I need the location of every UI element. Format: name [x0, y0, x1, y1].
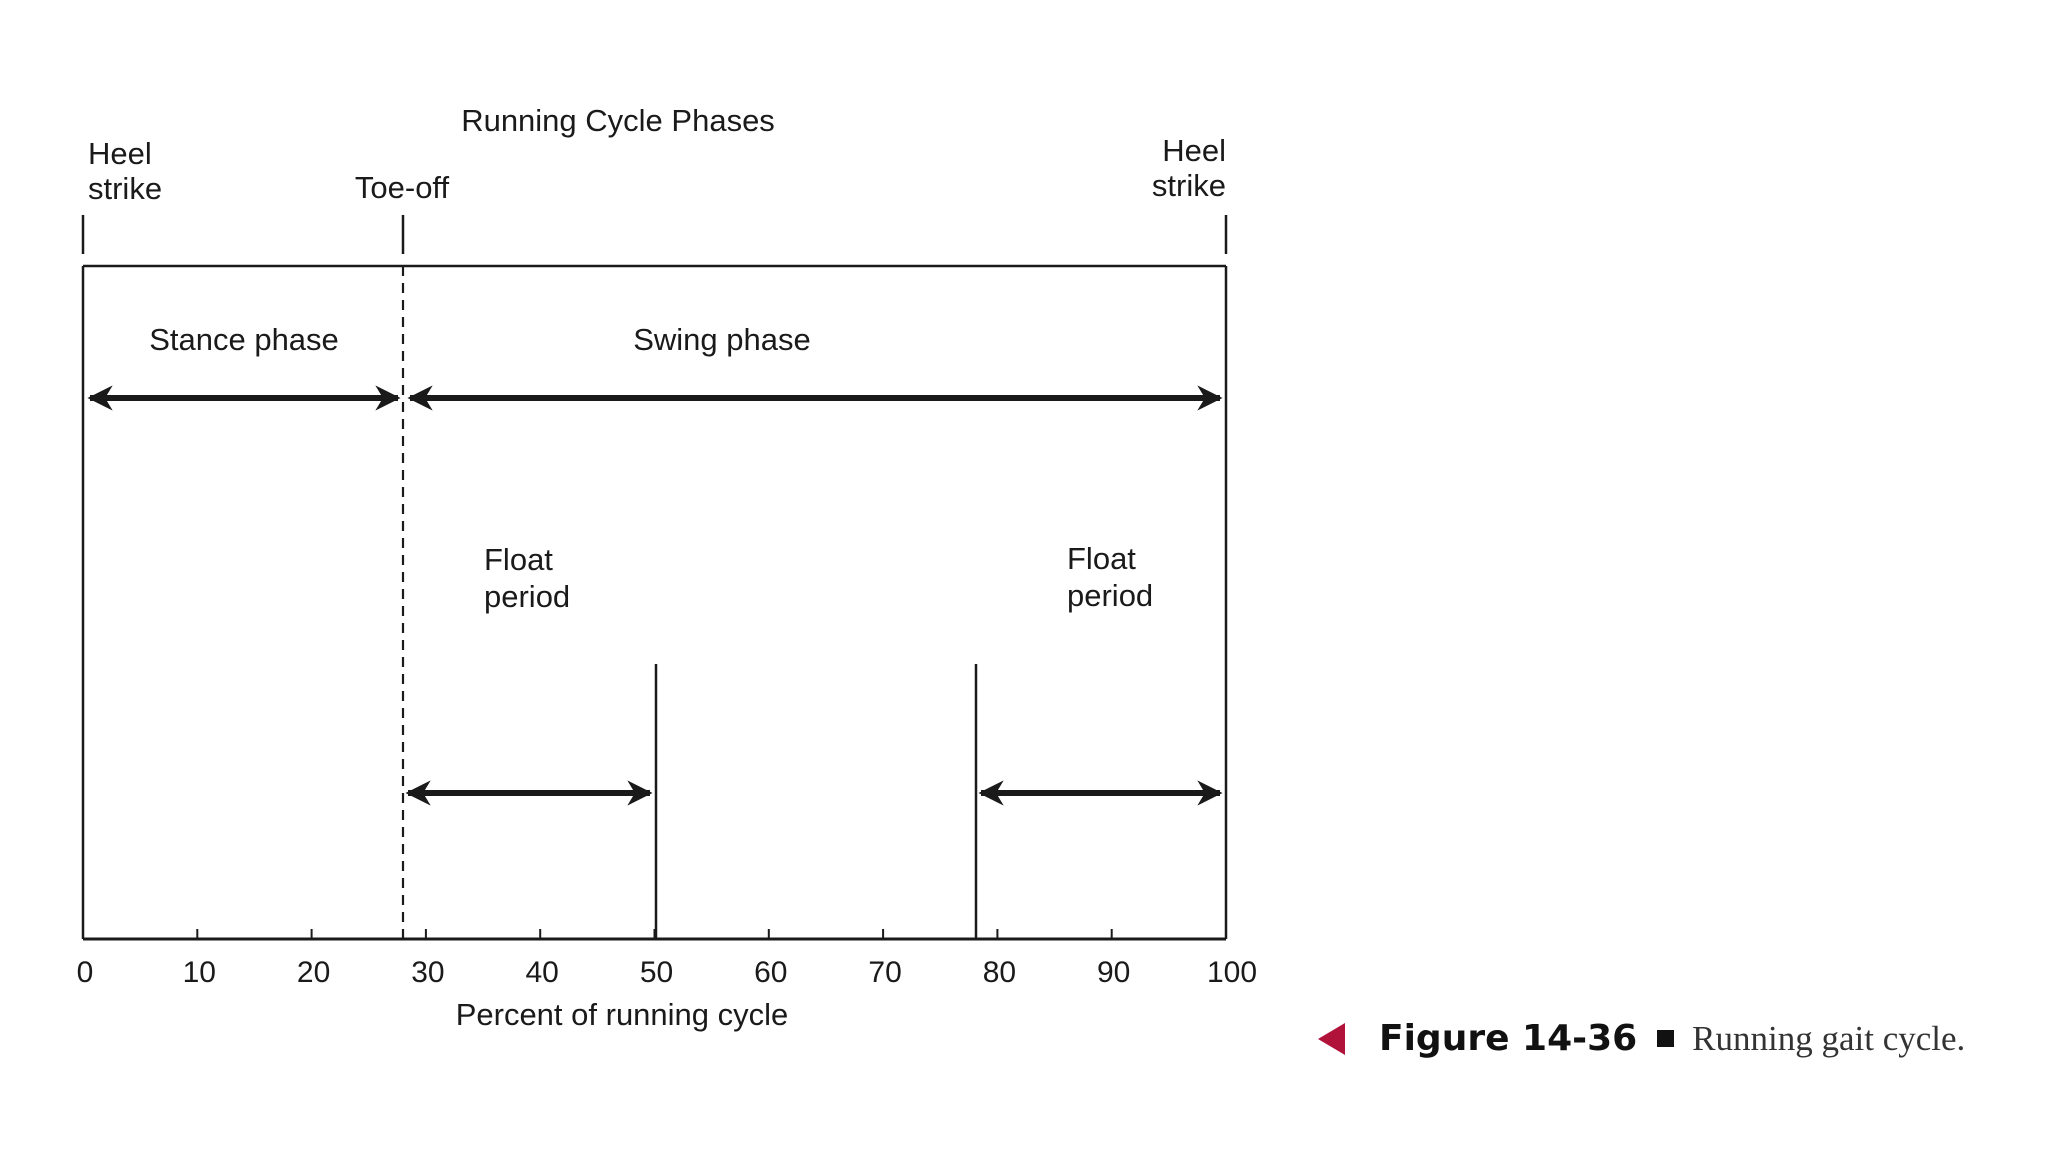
- float-period-1-label-line1: Float: [484, 542, 553, 577]
- x-tick-label-90: 90: [1097, 956, 1130, 989]
- float-period-2-label-line2: period: [1067, 578, 1153, 613]
- x-tick-label-0: 0: [77, 956, 94, 989]
- figure-caption: Figure 14-36 Running gait cycle.: [1318, 1018, 1965, 1059]
- heel-strike-start-label-line1: Heel: [88, 136, 152, 171]
- figure-caption-text: Running gait cycle.: [1692, 1018, 1966, 1058]
- x-axis-label: Percent of running cycle: [456, 997, 789, 1032]
- stance-phase-label: Stance phase: [149, 322, 339, 357]
- x-tick-label-60: 60: [754, 956, 787, 989]
- x-tick-label-40: 40: [526, 956, 559, 989]
- heel-strike-end-label-line2: strike: [1152, 168, 1226, 203]
- swing-phase-label: Swing phase: [633, 322, 811, 357]
- figure-number: Figure 14-36: [1379, 1018, 1638, 1059]
- x-tick-label-70: 70: [868, 956, 901, 989]
- caption-pointer-icon: [1318, 1022, 1345, 1055]
- x-tick-label-10: 10: [183, 956, 216, 989]
- x-tick-label-100: 100: [1207, 956, 1257, 989]
- toe-off-label: Toe-off: [355, 170, 450, 205]
- heel-strike-start-label-line2: strike: [88, 171, 162, 206]
- x-tick-label-50: 50: [640, 956, 673, 989]
- heel-strike-end-label-line1: Heel: [1162, 133, 1226, 168]
- x-tick-label-80: 80: [983, 956, 1016, 989]
- diagram-title: Running Cycle Phases: [461, 103, 775, 138]
- x-tick-label-20: 20: [297, 956, 330, 989]
- float-period-1-label-line2: period: [484, 579, 570, 614]
- float-period-2-label-line1: Float: [1067, 541, 1136, 576]
- x-axis-ticks: 0 10 20 30 40 50 60 70 80 90 100: [77, 929, 1257, 989]
- caption-separator-square: [1657, 1030, 1675, 1047]
- x-tick-label-30: 30: [411, 956, 444, 989]
